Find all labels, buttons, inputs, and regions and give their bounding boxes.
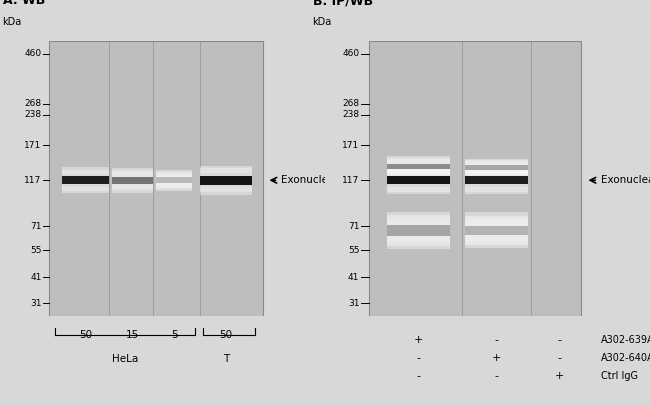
- Bar: [62, 170, 109, 191]
- Text: A302-639A: A302-639A: [601, 335, 650, 345]
- Bar: [387, 156, 450, 177]
- Text: -: -: [495, 335, 499, 345]
- Text: 15: 15: [126, 330, 139, 340]
- Text: A302-640A: A302-640A: [601, 353, 650, 363]
- Bar: [112, 175, 153, 186]
- Text: 460: 460: [342, 49, 359, 58]
- Text: 71: 71: [348, 222, 359, 231]
- Text: +: +: [492, 353, 501, 363]
- Bar: [387, 215, 450, 245]
- Text: 268: 268: [25, 99, 42, 108]
- Bar: [49, 40, 263, 316]
- Bar: [387, 164, 450, 169]
- Text: HeLa: HeLa: [112, 354, 138, 364]
- Bar: [465, 166, 528, 194]
- Bar: [387, 176, 450, 184]
- Bar: [465, 219, 528, 242]
- Bar: [387, 225, 450, 236]
- Text: T: T: [223, 354, 229, 364]
- Text: 117: 117: [342, 176, 359, 185]
- Bar: [387, 212, 450, 249]
- Bar: [387, 160, 450, 173]
- Bar: [62, 172, 109, 189]
- Text: 460: 460: [25, 49, 42, 58]
- Text: 238: 238: [25, 110, 42, 119]
- Bar: [62, 167, 109, 193]
- Bar: [465, 164, 528, 172]
- Text: 71: 71: [30, 222, 42, 231]
- Bar: [200, 176, 252, 185]
- Text: 55: 55: [348, 245, 359, 255]
- Bar: [387, 169, 450, 192]
- Bar: [465, 160, 528, 175]
- Text: 268: 268: [342, 99, 359, 108]
- Text: 50: 50: [220, 330, 233, 340]
- Bar: [62, 176, 109, 184]
- Bar: [62, 174, 109, 187]
- Text: -: -: [557, 335, 561, 345]
- Bar: [112, 173, 153, 188]
- Bar: [200, 173, 252, 187]
- Bar: [387, 174, 450, 187]
- Text: 31: 31: [30, 298, 42, 308]
- Bar: [465, 222, 528, 239]
- Text: 55: 55: [30, 245, 42, 255]
- Text: +: +: [414, 335, 423, 345]
- Text: 117: 117: [24, 176, 42, 185]
- Text: +: +: [554, 371, 564, 381]
- Text: Exonuclease 1: Exonuclease 1: [601, 175, 650, 185]
- Text: -: -: [495, 371, 499, 381]
- Bar: [465, 174, 528, 187]
- Bar: [156, 172, 192, 189]
- Text: -: -: [417, 371, 421, 381]
- Bar: [387, 222, 450, 239]
- Bar: [387, 166, 450, 194]
- Text: kDa: kDa: [3, 17, 22, 27]
- Bar: [465, 162, 528, 173]
- Bar: [156, 177, 192, 183]
- Bar: [465, 176, 528, 184]
- Bar: [112, 168, 153, 192]
- Bar: [112, 170, 153, 190]
- Bar: [465, 212, 528, 249]
- Bar: [200, 166, 252, 194]
- Bar: [465, 216, 528, 245]
- Bar: [465, 226, 528, 235]
- Bar: [387, 171, 450, 190]
- Text: -: -: [557, 353, 561, 363]
- Bar: [156, 176, 192, 185]
- Bar: [465, 169, 528, 192]
- Text: 41: 41: [31, 273, 42, 282]
- Text: kDa: kDa: [313, 17, 332, 27]
- Bar: [465, 165, 528, 170]
- Text: B. IP/WB: B. IP/WB: [313, 0, 372, 7]
- Text: 171: 171: [342, 141, 359, 149]
- Bar: [369, 40, 581, 316]
- Bar: [156, 170, 192, 191]
- Bar: [387, 162, 450, 171]
- Text: 171: 171: [24, 141, 42, 149]
- Bar: [465, 159, 528, 177]
- Text: Ctrl IgG: Ctrl IgG: [601, 371, 638, 381]
- Bar: [387, 219, 450, 242]
- Bar: [465, 171, 528, 190]
- Text: Exonuclease 1: Exonuclease 1: [281, 175, 356, 185]
- Text: 50: 50: [79, 330, 92, 340]
- Bar: [112, 177, 153, 184]
- Bar: [200, 171, 252, 190]
- Bar: [387, 158, 450, 175]
- Text: -: -: [417, 353, 421, 363]
- Text: 238: 238: [342, 110, 359, 119]
- Text: 41: 41: [348, 273, 359, 282]
- Bar: [156, 174, 192, 187]
- Text: A. WB: A. WB: [3, 0, 45, 7]
- Text: 31: 31: [348, 298, 359, 308]
- Bar: [200, 168, 252, 192]
- Text: 5: 5: [171, 330, 177, 340]
